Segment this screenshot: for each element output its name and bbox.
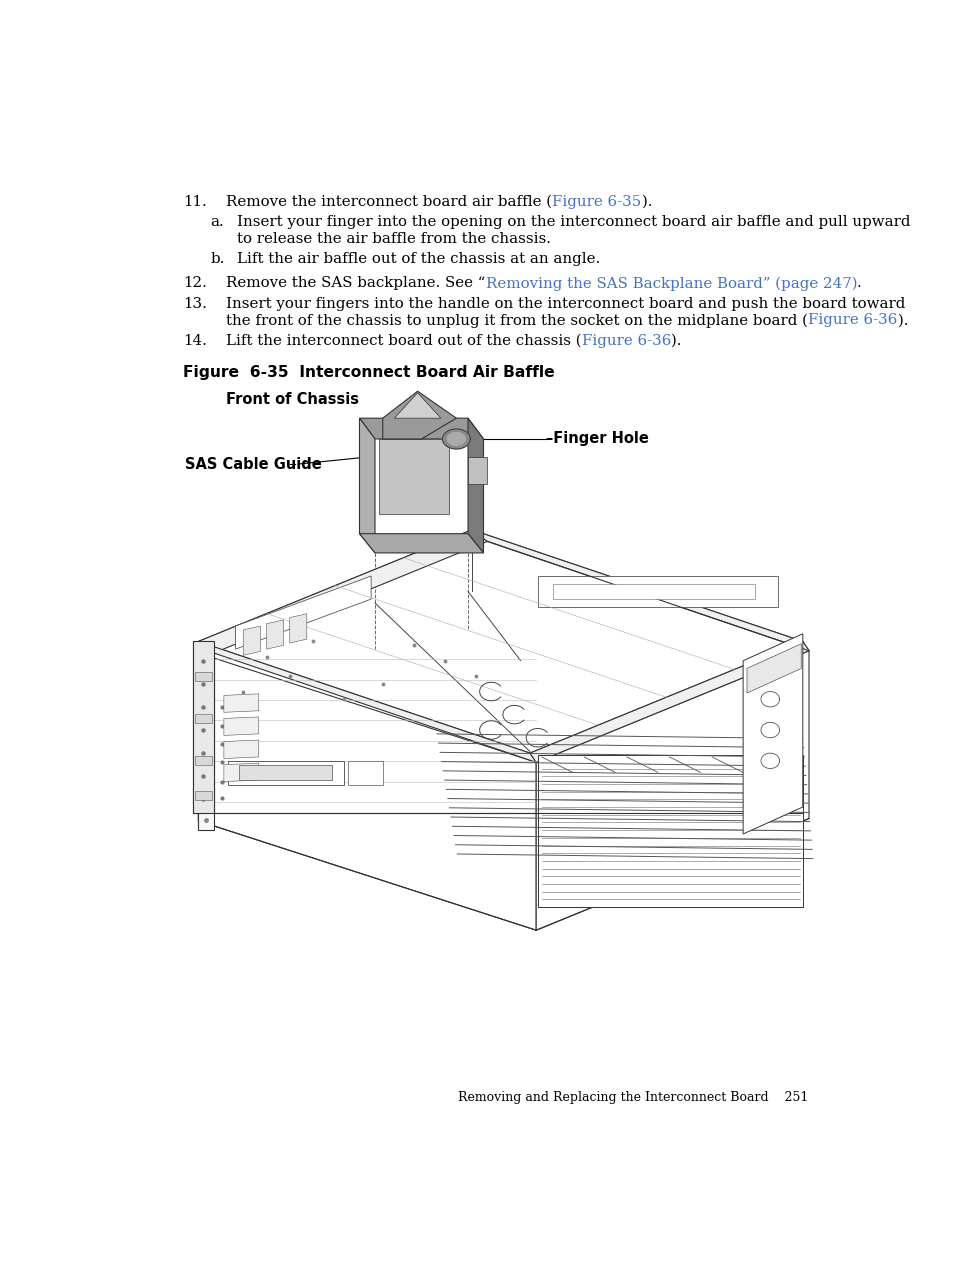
Text: Figure 6-35: Figure 6-35 bbox=[552, 194, 641, 208]
Polygon shape bbox=[243, 627, 260, 656]
Polygon shape bbox=[239, 765, 332, 780]
Text: Figure  6-35  Interconnect Board Air Baffle: Figure 6-35 Interconnect Board Air Baffl… bbox=[183, 365, 554, 380]
Polygon shape bbox=[472, 530, 808, 651]
Text: Insert your fingers into the handle on the interconnect board and push the board: Insert your fingers into the handle on t… bbox=[226, 297, 904, 311]
Polygon shape bbox=[536, 651, 808, 930]
Text: –Finger Hole: –Finger Hole bbox=[545, 431, 648, 446]
Polygon shape bbox=[195, 671, 212, 681]
Polygon shape bbox=[447, 432, 465, 445]
Text: Figure 6-36: Figure 6-36 bbox=[807, 314, 897, 328]
Text: Front of Chassis: Front of Chassis bbox=[226, 391, 359, 407]
Polygon shape bbox=[224, 694, 258, 712]
Polygon shape bbox=[198, 653, 536, 930]
Text: Remove the SAS backplane. See “: Remove the SAS backplane. See “ bbox=[226, 277, 485, 291]
Polygon shape bbox=[228, 761, 344, 785]
Polygon shape bbox=[537, 576, 778, 606]
Polygon shape bbox=[359, 534, 483, 553]
Polygon shape bbox=[224, 740, 258, 759]
Text: ).: ). bbox=[641, 194, 652, 208]
Polygon shape bbox=[394, 393, 440, 418]
Polygon shape bbox=[235, 576, 371, 649]
Text: 13.: 13. bbox=[183, 297, 207, 311]
Polygon shape bbox=[530, 642, 808, 763]
Text: a.: a. bbox=[211, 215, 224, 229]
Polygon shape bbox=[468, 456, 487, 484]
Polygon shape bbox=[195, 714, 212, 723]
Text: ).: ). bbox=[671, 334, 681, 348]
Polygon shape bbox=[742, 634, 802, 834]
Text: Remove the interconnect board air baffle (: Remove the interconnect board air baffle… bbox=[226, 194, 552, 208]
Text: ).: ). bbox=[897, 314, 907, 328]
Text: 11.: 11. bbox=[183, 194, 207, 208]
Text: SAS Cable Guide: SAS Cable Guide bbox=[185, 456, 321, 472]
Polygon shape bbox=[746, 644, 801, 693]
Polygon shape bbox=[553, 583, 754, 599]
Polygon shape bbox=[266, 620, 283, 649]
Polygon shape bbox=[224, 717, 258, 736]
Text: b.: b. bbox=[211, 252, 225, 266]
Polygon shape bbox=[198, 653, 213, 830]
Text: Insert your finger into the opening on the interconnect board air baffle and pul: Insert your finger into the opening on t… bbox=[236, 215, 909, 229]
Text: the front of the chassis to unplug it from the socket on the midplane board (: the front of the chassis to unplug it fr… bbox=[226, 314, 807, 328]
Polygon shape bbox=[195, 791, 212, 799]
Text: .: . bbox=[856, 277, 861, 291]
Polygon shape bbox=[442, 428, 470, 449]
Text: Lift the interconnect board out of the chassis (: Lift the interconnect board out of the c… bbox=[226, 334, 581, 348]
Polygon shape bbox=[193, 642, 213, 813]
Polygon shape bbox=[198, 530, 487, 653]
Polygon shape bbox=[290, 614, 307, 643]
Text: to release the air baffle from the chassis.: to release the air baffle from the chass… bbox=[236, 231, 551, 245]
Text: Removing the SAS Backplane Board” (page 247): Removing the SAS Backplane Board” (page … bbox=[485, 277, 856, 291]
Text: 14.: 14. bbox=[183, 334, 207, 348]
Polygon shape bbox=[195, 756, 212, 765]
Polygon shape bbox=[348, 761, 382, 785]
Polygon shape bbox=[468, 418, 483, 553]
Polygon shape bbox=[378, 438, 448, 515]
Text: 12.: 12. bbox=[183, 277, 207, 291]
Polygon shape bbox=[198, 642, 536, 763]
Polygon shape bbox=[359, 418, 483, 438]
Polygon shape bbox=[382, 391, 456, 438]
Polygon shape bbox=[359, 418, 375, 553]
Text: Figure 6-36: Figure 6-36 bbox=[581, 334, 671, 348]
Text: Removing and Replacing the Interconnect Board    251: Removing and Replacing the Interconnect … bbox=[457, 1092, 807, 1104]
Polygon shape bbox=[537, 755, 802, 907]
Polygon shape bbox=[198, 530, 802, 754]
Polygon shape bbox=[224, 763, 258, 782]
Text: Lift the air baffle out of the chassis at an angle.: Lift the air baffle out of the chassis a… bbox=[236, 252, 599, 266]
